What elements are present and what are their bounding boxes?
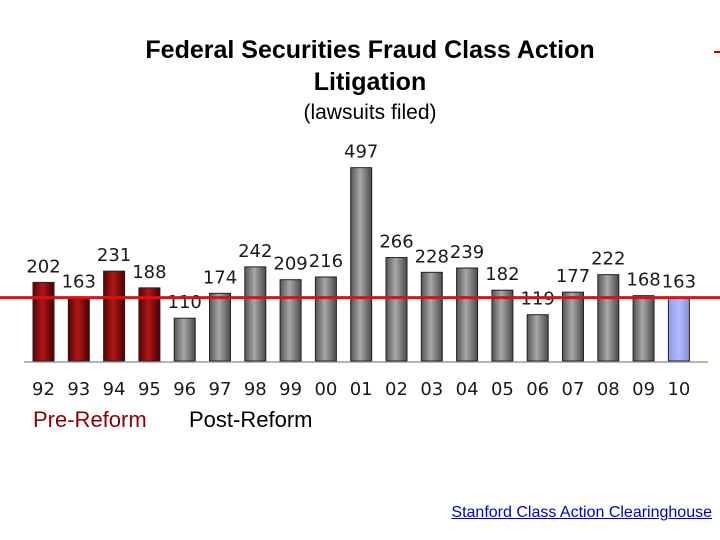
x-tick-label: 06 (526, 379, 549, 400)
bar-06 (526, 314, 549, 362)
bar-value-label: 168 (626, 270, 660, 291)
x-tick-label: 02 (385, 379, 408, 400)
bar-08 (597, 274, 620, 362)
bar-value-label: 202 (26, 256, 60, 277)
bar-05 (491, 289, 514, 362)
x-tick-label: 95 (138, 379, 161, 400)
bar-value-label: 119 (521, 289, 555, 310)
x-tick-label: 97 (209, 379, 232, 400)
bar-02 (385, 257, 408, 362)
bar-96 (173, 317, 196, 362)
bar-09 (632, 295, 655, 362)
x-tick-label: 05 (491, 379, 514, 400)
chart-title: Federal Securities Fraud Class Action Li… (145, 36, 595, 96)
bar-value-label: 231 (97, 245, 131, 266)
bar-95 (138, 287, 161, 362)
x-tick-label: 98 (244, 379, 267, 400)
bar-value-label: 216 (309, 251, 343, 272)
bar-03 (420, 271, 443, 362)
x-tick-label: 03 (420, 379, 443, 400)
x-tick-label: 10 (667, 379, 690, 400)
bar-98 (244, 266, 267, 362)
bar-value-label: 110 (168, 292, 202, 313)
x-tick-label: 96 (173, 379, 196, 400)
x-tick-label: 09 (632, 379, 655, 400)
pre-reform-label: Pre-Reform (33, 407, 147, 432)
bar-07 (562, 291, 584, 362)
bar-00 (314, 276, 337, 362)
x-tick-label: 00 (314, 379, 337, 400)
bar-value-label: 163 (662, 272, 696, 293)
chart-subtitle: (lawsuits filed) (303, 101, 437, 124)
bar-93 (67, 297, 90, 362)
x-tick-label: 92 (32, 379, 55, 400)
bar-value-label: 239 (450, 242, 484, 263)
bar-value-label: 174 (203, 267, 237, 288)
x-tick-label: 07 (562, 379, 585, 400)
x-tick-label: 04 (456, 379, 479, 400)
bar-value-label: 209 (273, 254, 307, 275)
bar-99 (279, 279, 302, 362)
x-tick-label: 93 (67, 379, 90, 400)
bar-01 (350, 167, 373, 362)
bar-value-label: 228 (415, 246, 449, 267)
bar-94 (103, 270, 126, 362)
source-link[interactable]: Stanford Class Action Clearinghouse (451, 504, 712, 521)
bar-value-label: 242 (238, 241, 272, 262)
bar-10 (667, 297, 690, 362)
bar-value-label: 177 (556, 266, 590, 287)
x-tick-label: 99 (279, 379, 302, 400)
x-tick-label: 94 (103, 379, 126, 400)
bar-value-label: 182 (485, 264, 519, 285)
bar-04 (456, 267, 479, 362)
bar-92 (32, 281, 55, 362)
bar-value-label: 266 (379, 232, 413, 253)
bar-97 (209, 292, 231, 362)
bar-value-label: 163 (62, 272, 96, 293)
x-tick-label: 01 (350, 379, 373, 400)
corner-mark (714, 51, 720, 53)
x-tick-label: 08 (597, 379, 620, 400)
bar-value-label: 188 (132, 262, 166, 283)
bar-value-label: 497 (344, 142, 378, 163)
post-reform-label: Post-Reform (189, 407, 313, 432)
bar-value-label: 222 (591, 249, 625, 270)
